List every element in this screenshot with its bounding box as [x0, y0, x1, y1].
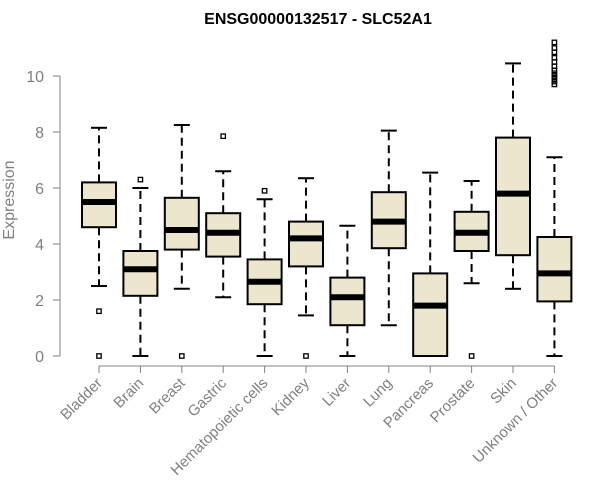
box-breast [163, 124, 200, 359]
outlier-point [178, 353, 185, 359]
x-tick-label: Bladder [57, 375, 106, 424]
x-tick-label: Prostate [427, 375, 479, 427]
box-bladder [81, 126, 117, 359]
outlier-point [551, 45, 558, 51]
iqr-box [329, 276, 366, 327]
box-pancreas [412, 171, 449, 357]
box-kidney [288, 177, 324, 359]
outlier-point [96, 308, 102, 315]
box-hematopoietic-cells [246, 187, 283, 357]
box-liver [329, 224, 366, 357]
outlier-point [261, 187, 268, 194]
y-tick-label: 6 [35, 181, 44, 198]
box-lung [370, 129, 407, 327]
x-tick-label: Skin [487, 375, 520, 408]
iqr-box [536, 236, 573, 303]
x-tick-label: Brain [110, 375, 147, 412]
y-tick-label: 0 [35, 349, 44, 366]
x-tick-label: Breast [146, 374, 189, 417]
y-tick-label: 2 [35, 293, 44, 310]
box-gastric [205, 133, 242, 299]
outlier-point [137, 176, 144, 183]
outlier-point [96, 353, 102, 359]
outlier-point [551, 54, 558, 61]
iqr-box [122, 250, 159, 297]
y-tick-label: 10 [26, 69, 44, 86]
box-prostate [453, 180, 490, 359]
y-tick-label: 4 [35, 237, 44, 254]
outlier-point [468, 353, 475, 359]
boxes-group [81, 39, 573, 359]
x-tick-label: Liver [319, 375, 354, 410]
y-axis-label: Expression [1, 160, 18, 239]
box-skin [495, 62, 531, 290]
box-unknown-other [536, 39, 573, 357]
x-tick-label: Lung [360, 375, 396, 411]
y-tick-label: 8 [35, 125, 44, 142]
box-brain [122, 176, 159, 357]
iqr-box [163, 196, 200, 251]
outlier-point [551, 39, 558, 46]
x-tick-label: Kidney [268, 374, 313, 419]
outlier-point [220, 133, 227, 140]
outlier-point [303, 353, 309, 359]
iqr-box [412, 272, 449, 357]
chart-title: ENSG00000132517 - SLC52A1 [204, 11, 432, 28]
iqr-box [288, 220, 324, 268]
y-axis: 0 2 4 6 8 10 [26, 69, 61, 366]
